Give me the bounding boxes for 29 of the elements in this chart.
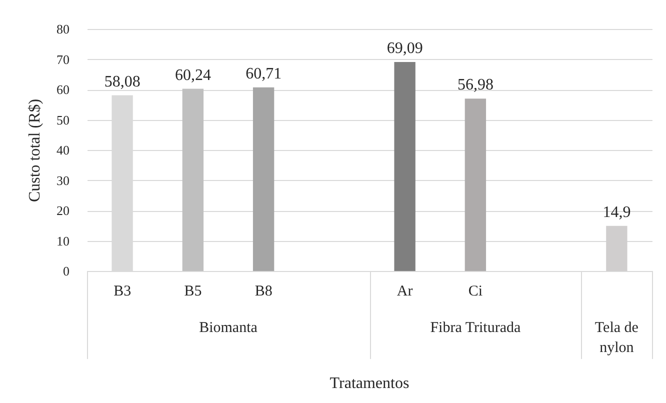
x-tick-label: B8: [254, 284, 272, 300]
x-tick-label: B5: [184, 284, 202, 300]
x-tick-label: Ar: [396, 284, 413, 300]
text: Biomanta: [198, 319, 258, 338]
y-tick-label: 70: [56, 52, 70, 67]
y-tick-label: 0: [63, 264, 70, 278]
bar: [182, 88, 204, 271]
x-axis-title: Tratamentos: [328, 374, 410, 394]
x-tick-label: Ci: [468, 284, 483, 300]
bar: [394, 62, 416, 271]
y-tick-label: 80: [56, 22, 70, 36]
y-tick-label: 20: [56, 203, 70, 218]
y-tick-label: 50: [56, 112, 70, 128]
data-label: 69,09: [386, 40, 423, 58]
text: Tela de nylon: [594, 319, 640, 358]
bar: [464, 98, 486, 271]
data-label: 14,9: [602, 204, 631, 221]
data-label: 56,98: [457, 76, 494, 94]
x-tick-label: B3: [114, 284, 132, 300]
data-label: 58,08: [104, 73, 140, 90]
y-tick-label: 60: [56, 82, 70, 97]
text: Fibra Triturada: [429, 319, 522, 338]
y-axis-title: Custo total (R$): [26, 98, 44, 202]
data-label: 60,71: [246, 65, 282, 82]
data-label: 60,24: [174, 66, 211, 84]
y-tick-label: 40: [56, 142, 70, 158]
bar: [252, 87, 274, 271]
y-tick-label: 30: [56, 172, 70, 188]
y-tick-label: 10: [56, 233, 70, 248]
